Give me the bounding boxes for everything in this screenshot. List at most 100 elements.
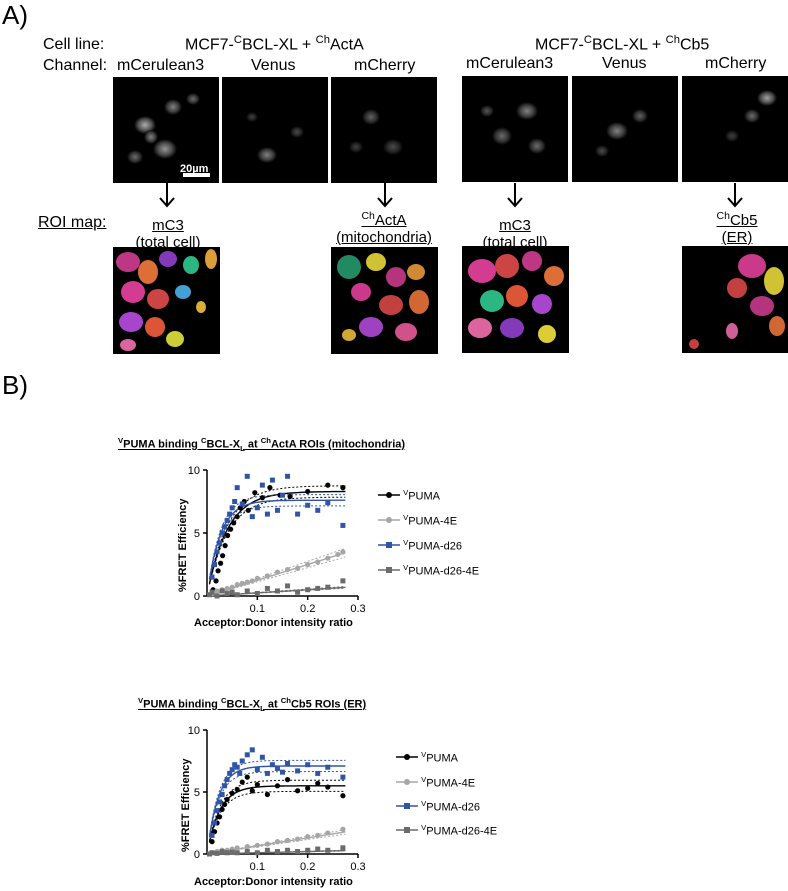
data-point bbox=[274, 507, 280, 513]
y-tick-label: 5 bbox=[194, 787, 200, 799]
legend-item-vpuma-d26-4e: VPUMA-d26-4E bbox=[396, 823, 497, 838]
data-point bbox=[239, 779, 245, 785]
data-point bbox=[209, 839, 215, 845]
data-point bbox=[254, 575, 260, 581]
data-point bbox=[264, 573, 270, 579]
data-point bbox=[234, 850, 240, 856]
roi-map-acta-total-cell bbox=[113, 247, 220, 354]
panel-a-letter: A) bbox=[2, 0, 28, 30]
data-point bbox=[274, 839, 281, 845]
data-point bbox=[244, 774, 250, 780]
micrograph-acta-mcerulean3 bbox=[113, 77, 219, 183]
data-point bbox=[305, 762, 311, 768]
data-point bbox=[249, 514, 255, 520]
data-point bbox=[227, 770, 233, 776]
data-point bbox=[325, 584, 331, 590]
data-point bbox=[340, 485, 346, 491]
data-point bbox=[264, 791, 270, 798]
data-point bbox=[214, 850, 220, 856]
data-point bbox=[249, 747, 255, 753]
data-point bbox=[325, 847, 331, 853]
plot-mitochondria-xlabel: Acceptor:Donor intensity ratio bbox=[194, 617, 353, 629]
data-point bbox=[305, 834, 311, 840]
data-point bbox=[305, 847, 311, 853]
data-point bbox=[285, 847, 291, 853]
data-point bbox=[340, 549, 346, 555]
data-point bbox=[252, 490, 258, 496]
data-point bbox=[222, 783, 228, 789]
legend-item-vpuma-d26: VPUMA-d26 bbox=[396, 799, 480, 814]
data-point bbox=[209, 574, 215, 580]
data-point bbox=[219, 849, 225, 855]
x-tick-label: 0.1 bbox=[250, 603, 265, 615]
legend-square-icon bbox=[396, 802, 418, 809]
data-point bbox=[274, 849, 280, 855]
y-tick-label: 0 bbox=[194, 591, 200, 603]
data-point bbox=[214, 808, 220, 814]
y-tick-label: 0 bbox=[194, 849, 200, 861]
data-point bbox=[224, 796, 230, 803]
channel-mcherry-label: mCherry bbox=[354, 57, 416, 74]
data-point bbox=[305, 785, 311, 791]
data-point bbox=[267, 485, 273, 491]
scale-bar-label: 20µm bbox=[180, 163, 209, 175]
data-point bbox=[229, 849, 235, 855]
data-point bbox=[295, 836, 301, 842]
fit-line bbox=[208, 499, 346, 580]
data-point bbox=[219, 791, 225, 797]
data-point bbox=[216, 814, 223, 820]
confidence-band-lower bbox=[209, 790, 346, 843]
confidence-band-lower bbox=[209, 556, 346, 596]
arrow-down-icon bbox=[159, 183, 175, 208]
data-point bbox=[295, 849, 301, 855]
data-point bbox=[249, 578, 255, 584]
data-point bbox=[274, 783, 281, 789]
data-point bbox=[234, 845, 240, 851]
data-point bbox=[224, 850, 230, 856]
data-point bbox=[287, 493, 293, 500]
data-point bbox=[234, 514, 240, 520]
legend-square-icon bbox=[378, 566, 400, 573]
data-point bbox=[259, 482, 265, 488]
data-point bbox=[274, 765, 280, 771]
data-point bbox=[340, 793, 346, 799]
data-point bbox=[340, 578, 346, 584]
data-point bbox=[229, 767, 235, 773]
roi-label-mitochondria: ChActA (mitochondria) bbox=[336, 210, 432, 246]
data-point bbox=[254, 842, 260, 848]
data-point bbox=[209, 589, 215, 595]
legend-item-vpuma-d26: VPUMA-d26 bbox=[378, 538, 462, 553]
roi-map-cb5-total-cell bbox=[462, 246, 569, 353]
data-point bbox=[264, 511, 270, 517]
data-point bbox=[219, 588, 225, 594]
channel-mcherry-label: mCherry bbox=[705, 55, 767, 72]
data-point bbox=[234, 592, 240, 598]
data-point bbox=[280, 492, 285, 498]
cell-line-cb5-header: MCF7-CBCL-XL + ChCb5 bbox=[535, 34, 710, 54]
data-point bbox=[219, 530, 225, 536]
data-point bbox=[229, 505, 235, 511]
legend-square-icon bbox=[378, 541, 400, 548]
channel-venus-label: Venus bbox=[602, 55, 647, 72]
plot-er-title: VPUMA binding CBCL-XL at ChCb5 ROIs (ER) bbox=[138, 696, 367, 713]
roi-map-cb5-er bbox=[682, 246, 788, 353]
cell-line-acta-header: MCF7-CBCL-XL + ChActA bbox=[185, 34, 364, 54]
data-point bbox=[340, 522, 346, 528]
data-point bbox=[232, 762, 238, 768]
data-point bbox=[224, 517, 230, 523]
data-point bbox=[214, 593, 220, 599]
legend-item-vpuma-4e: VPUMA-4E bbox=[378, 513, 457, 528]
data-point bbox=[315, 832, 321, 838]
data-point bbox=[244, 752, 250, 758]
channel-mcerulean3-label: mCerulean3 bbox=[466, 55, 554, 72]
legend-circle-icon bbox=[378, 491, 400, 498]
data-point bbox=[224, 590, 230, 596]
data-point bbox=[244, 579, 250, 585]
data-point bbox=[264, 847, 270, 853]
micrograph-acta-venus bbox=[222, 77, 328, 183]
data-point bbox=[222, 543, 228, 549]
data-point bbox=[264, 585, 270, 591]
micrograph-cb5-venus bbox=[572, 76, 678, 182]
data-point bbox=[217, 560, 224, 566]
data-point bbox=[340, 826, 346, 832]
